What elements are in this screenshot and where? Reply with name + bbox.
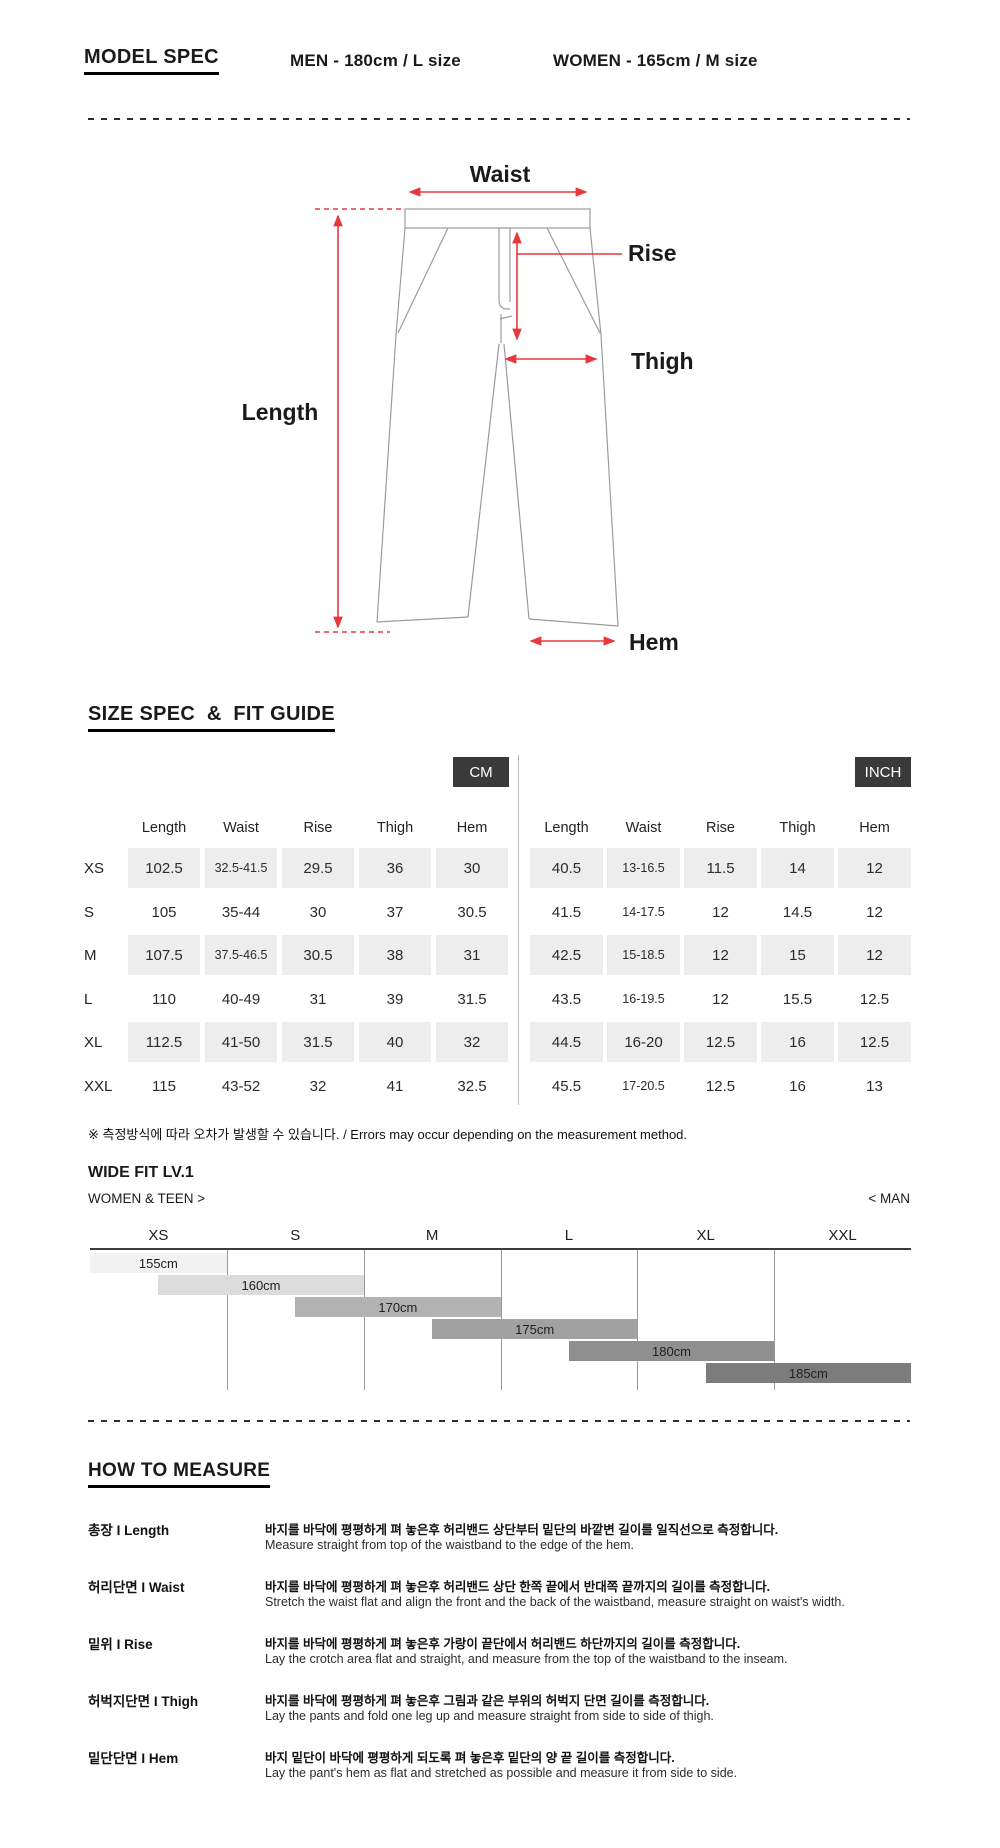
inch-col-hem: Hem [859, 820, 890, 836]
measure-desc-en: Lay the pant's hem as flat and stretched… [265, 1766, 738, 1780]
table-row: M 107.5 37.5-46.5 30.5 38 31 [84, 935, 508, 975]
left-pocket-line [397, 227, 449, 334]
measure-label: 밑단단면 I Hem [88, 1751, 179, 1766]
table-row: XXL 115 43-52 32 41 32.5 [84, 1077, 487, 1095]
waist-label: Waist [470, 161, 531, 187]
axis-size-xl: XL [696, 1227, 715, 1244]
size-label: XS [84, 859, 105, 877]
right-hem-edge [528, 618, 619, 627]
left-inseam [467, 343, 500, 618]
hem-label: Hem [629, 629, 679, 655]
cm-col-hem: Hem [456, 820, 488, 836]
thigh-label: Thigh [631, 348, 694, 374]
axis-size-m: M [425, 1227, 439, 1244]
axis-size-s: S [290, 1227, 301, 1244]
left-outer-seam [376, 227, 406, 623]
table-row: 41.5 14-17.5 12 14.5 12 [551, 903, 883, 921]
right-pocket-line [546, 227, 601, 334]
measure-desc-ko: 바지를 바닥에 평평하게 펴 놓은후 허리밴드 상단 한쪽 끝에서 반대쪽 끝까… [265, 1580, 771, 1594]
height-bar-170: 170cm [295, 1297, 501, 1317]
axis-size-xxl: XXL [828, 1227, 857, 1244]
cm-col-rise: Rise [303, 820, 333, 836]
table-row: 44.5 16-20 12.5 16 12.5 [530, 1022, 911, 1062]
pants-measurement-diagram: Waist Rise Thigh Length Hem [242, 161, 694, 655]
cm-table-header: Length Waist Rise Thigh Hem [84, 808, 508, 848]
column-separator [226, 1250, 228, 1390]
measure-label: 허벅지단면 I Thigh [88, 1694, 199, 1709]
size-label: XL [84, 1033, 103, 1051]
divider-bottom [88, 1420, 910, 1422]
measure-desc-ko: 바지를 바닥에 평평하게 펴 놓은후 가랑이 끝단에서 허리밴드 하단까지의 길… [265, 1637, 741, 1651]
inch-col-rise: Rise [705, 820, 735, 836]
measure-desc-ko: 바지를 바닥에 평평하게 펴 놓은후 그림과 같은 부위의 허벅지 단면 길이를… [265, 1694, 710, 1708]
size-label: S [84, 903, 95, 921]
fit-guide-chart: XS S M L XL XXL 155cm 160cm 170cm 175cm … [90, 1227, 911, 1392]
inch-col-length: Length [544, 820, 589, 836]
height-bar-180: 180cm [568, 1341, 775, 1361]
inch-table-header: Length Waist Rise Thigh Hem [530, 808, 911, 848]
pants-outline [376, 208, 619, 627]
table-row: XL 112.5 41-50 31.5 40 32 [84, 1022, 508, 1062]
height-bar-155: 155cm [90, 1253, 227, 1273]
fit-guide-women-teen-label: WOMEN & TEEN > [88, 1191, 206, 1206]
axis-size-l: L [564, 1227, 574, 1244]
how-to-measure-title: HOW TO MEASURE [88, 1460, 271, 1488]
measure-desc-ko: 바지를 바닥에 평평하게 펴 놓은후 허리밴드 상단부터 밑단의 바깥변 길이를… [265, 1523, 779, 1537]
measure-desc-en: Stretch the waist flat and align the fro… [265, 1595, 845, 1609]
size-label: XXL [84, 1077, 113, 1095]
height-bar-185: 185cm [705, 1363, 911, 1383]
left-hem-edge [376, 616, 469, 623]
table-row: 40.5 13-16.5 11.5 14 12 [530, 848, 911, 888]
table-row: XS 102.5 32.5-41.5 29.5 36 30 [84, 848, 508, 888]
model-spec-men: MEN - 180cm / L size [290, 51, 461, 70]
table-row: L 110 40-49 31 39 31.5 [84, 990, 487, 1008]
fly-line [498, 228, 511, 343]
fit-size-axis: XS S M L XL XXL [90, 1227, 911, 1244]
cm-col-waist: Waist [223, 820, 259, 836]
measurement-note: ※ 측정방식에 따라 오차가 발생할 수 있습니다. / Errors may … [88, 1127, 688, 1142]
model-spec-women: WOMEN - 165cm / M size [553, 51, 758, 70]
table-divider [518, 755, 519, 1105]
height-bar-175: 175cm [432, 1319, 638, 1339]
table-row: 45.5 17-20.5 12.5 16 13 [551, 1077, 883, 1095]
cm-col-length: Length [141, 820, 187, 836]
table-row: 43.5 16-19.5 12 15.5 12.5 [551, 990, 890, 1008]
fit-guide-title: WIDE FIT LV.1 [88, 1164, 194, 1181]
table-row: 42.5 15-18.5 12 15 12 [530, 935, 911, 975]
fly-stitch [499, 315, 513, 320]
measure-label: 총장 I Length [88, 1523, 170, 1538]
right-outer-seam [589, 227, 619, 627]
height-bar-160: 160cm [158, 1275, 364, 1295]
column-separator [774, 1250, 776, 1390]
column-separator [363, 1250, 365, 1390]
measure-desc-en: Measure straight from top of the waistba… [265, 1538, 634, 1552]
measure-desc-ko: 바지 밑단이 바닥에 평평하게 되도록 펴 놓은후 밑단의 양 끝 길이를 측정… [265, 1751, 675, 1765]
measure-label: 밑위 I Rise [88, 1637, 153, 1652]
rise-label: Rise [628, 240, 677, 266]
size-label: L [84, 990, 93, 1008]
fit-guide-man-label: < MAN [868, 1191, 910, 1206]
measure-label: 허리단면 I Waist [88, 1580, 185, 1595]
length-label: Length [242, 399, 319, 425]
waistband [404, 208, 591, 229]
measurement-arrows [315, 187, 622, 646]
measure-desc-en: Lay the crotch area flat and straight, a… [265, 1652, 788, 1666]
inch-col-waist: Waist [625, 820, 662, 836]
inch-col-thigh: Thigh [779, 820, 816, 836]
fit-axis-line [90, 1248, 911, 1250]
table-row: S 105 35-44 30 37 30.5 [84, 903, 487, 921]
size-label: M [84, 946, 97, 964]
size-spec-title: SIZE SPEC & FIT GUIDE [88, 703, 335, 732]
divider-top [88, 118, 910, 120]
axis-size-xs: XS [148, 1227, 169, 1244]
cm-badge: CM [453, 757, 509, 787]
column-separator [637, 1250, 639, 1390]
inch-badge: INCH [855, 757, 911, 787]
measure-desc-en: Lay the pants and fold one leg up and me… [265, 1709, 714, 1723]
right-inseam [503, 343, 530, 620]
page-title: MODEL SPEC [84, 46, 219, 75]
cm-col-thigh: Thigh [376, 820, 414, 836]
